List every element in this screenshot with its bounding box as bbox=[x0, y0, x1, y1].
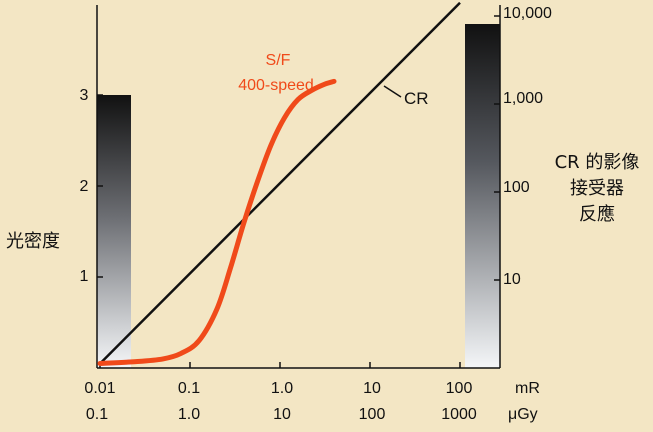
left-density-bar bbox=[97, 95, 131, 368]
cr-series-line bbox=[99, 1, 461, 365]
right-axis-title-line: 反應 bbox=[579, 203, 615, 225]
right-axis-title-line: 接受器 bbox=[570, 178, 624, 199]
left-tick-label: 2 bbox=[80, 178, 89, 195]
cr-label-leader bbox=[383, 85, 402, 98]
left-tick-label: 1 bbox=[80, 268, 89, 285]
left-axis-title: 光密度 bbox=[6, 231, 60, 252]
x-tick-bottom-label: 0.1 bbox=[86, 406, 108, 423]
x-tick-top-label: 10 bbox=[363, 380, 381, 397]
x-tick-bottom-label: 1.0 bbox=[178, 406, 200, 423]
sf-series-line bbox=[97, 78, 337, 366]
x-tick-top-label: 0.01 bbox=[84, 380, 115, 397]
x-tick-top-label: 100 bbox=[446, 380, 473, 397]
x-tick-bottom-label: 100 bbox=[359, 406, 386, 423]
right-tick-label: 10,000 bbox=[503, 5, 552, 22]
right-response-bar bbox=[465, 24, 500, 368]
sf-series-label-line: S/F bbox=[266, 52, 291, 69]
right-tick-label: 100 bbox=[503, 179, 530, 196]
right-tick-label: 10 bbox=[503, 271, 521, 288]
x-tick-top-label: 0.1 bbox=[178, 380, 200, 397]
left-tick-label: 3 bbox=[80, 87, 89, 104]
x-tick-bottom-label: 10 bbox=[273, 406, 291, 423]
x-tick-bottom-label: 1000 bbox=[441, 406, 477, 423]
cr-series-label: CR bbox=[404, 89, 429, 108]
right-axis-title-line: CR 的影像 bbox=[555, 152, 640, 173]
x-unit-top: mR bbox=[515, 380, 540, 397]
x-tick-top-label: 1.0 bbox=[271, 380, 293, 397]
sf-series-label-line: 400-speed bbox=[238, 77, 314, 94]
right-tick-label: 1,000 bbox=[503, 90, 543, 107]
x-unit-bottom: μGy bbox=[508, 406, 538, 423]
